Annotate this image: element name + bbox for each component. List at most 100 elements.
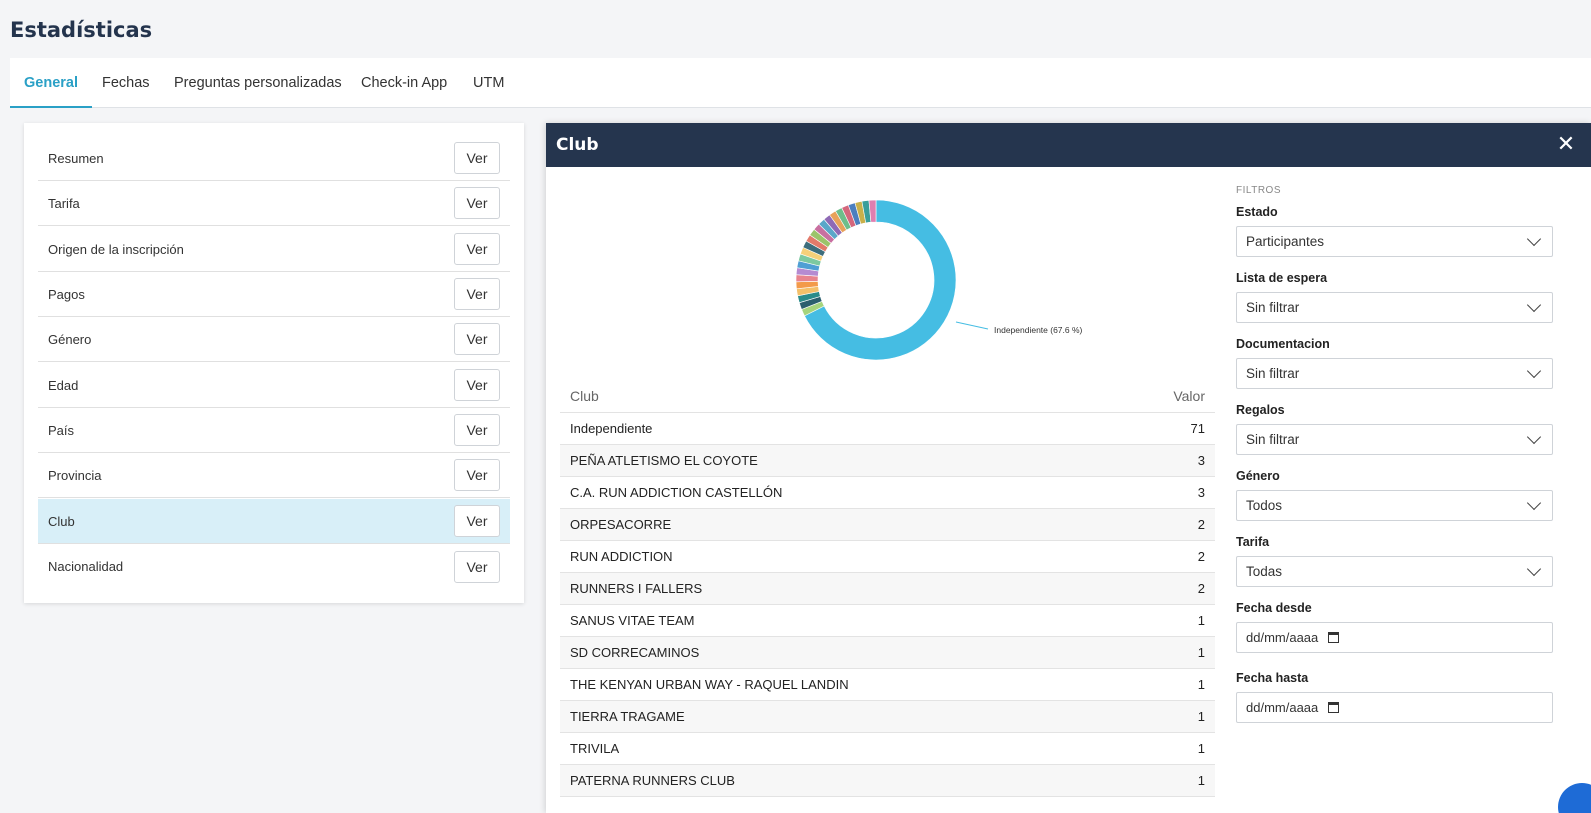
table-row: PEÑA ATLETISMO EL COYOTE 3: [560, 445, 1215, 477]
cell-club: TRIVILA: [570, 741, 620, 756]
documentacion-select[interactable]: Sin filtrar: [1236, 358, 1553, 389]
modal-header: Club ✕: [546, 123, 1591, 167]
table-header: Club Valor: [560, 379, 1215, 413]
ver-button[interactable]: Ver: [454, 550, 500, 583]
list-item: Provincia Ver: [38, 453, 510, 498]
donut-slice: [868, 199, 877, 223]
list-item-label: Club: [48, 513, 75, 529]
table-row: ORPESACORRE 2: [560, 509, 1215, 541]
tab-preguntas-personalizadas[interactable]: Preguntas personalizadas: [174, 75, 342, 91]
cell-value: 2: [1197, 549, 1205, 564]
list-item-label: Nacionalidad: [48, 559, 124, 574]
chevron-down-icon: [1526, 297, 1542, 313]
page-title: Estadísticas: [10, 18, 153, 42]
filters-title: FILTROS: [1236, 185, 1281, 196]
fecha-desde-input[interactable]: dd/mm/aaaa: [1236, 622, 1553, 653]
tab-check-in-app[interactable]: Check-in App: [361, 75, 448, 91]
filter-label: Regalos: [1236, 403, 1285, 417]
select-value: Sin filtrar: [1246, 366, 1300, 381]
cell-value: 1: [1197, 677, 1205, 692]
ver-button[interactable]: Ver: [454, 278, 500, 310]
cell-club: RUN ADDICTION: [570, 549, 673, 564]
list-item: Edad Ver: [38, 363, 510, 408]
cell-club: PATERNA RUNNERS CLUB: [570, 773, 735, 788]
cell-club: PEÑA ATLETISMO EL COYOTE: [570, 453, 758, 468]
select-value: Todos: [1246, 498, 1283, 513]
filter-tarifa: Tarifa Todas: [1236, 535, 1553, 601]
ver-button[interactable]: Ver: [454, 323, 500, 355]
tab-utm[interactable]: UTM: [473, 75, 505, 91]
list-item: Pagos Ver: [38, 272, 510, 317]
cell-value: 71: [1190, 421, 1205, 436]
select-value: Participantes: [1246, 234, 1325, 249]
modal-title: Club: [556, 135, 599, 155]
filter-documentacion: Documentacion Sin filtrar: [1236, 337, 1553, 403]
filter-label: Tarifa: [1236, 535, 1270, 549]
list-item-label: Pagos: [48, 286, 85, 302]
tarifa-select[interactable]: Todas: [1236, 556, 1553, 587]
table-row: RUNNERS I FALLERS 2: [560, 573, 1215, 605]
estado-select[interactable]: Participantes: [1236, 226, 1553, 257]
chevron-down-icon: [1526, 495, 1542, 511]
filter-label: Lista de espera: [1236, 271, 1328, 285]
list-item-label: Género: [48, 331, 92, 347]
donut-chart: Independiente (67.6 %): [795, 193, 1126, 373]
ver-button[interactable]: Ver: [454, 505, 500, 537]
filter-label: Fecha hasta: [1236, 671, 1309, 685]
date-placeholder: dd/mm/aaaa: [1246, 630, 1319, 645]
cell-club: Independiente: [570, 421, 653, 436]
list-item: Resumen Ver: [38, 136, 510, 181]
donut-slice-independiente: [804, 199, 957, 361]
list-item: Género Ver: [38, 317, 510, 362]
filter-regalos: Regalos Sin filtrar: [1236, 403, 1553, 469]
list-item-label: País: [48, 422, 75, 438]
table-row: THE KENYAN URBAN WAY - RAQUEL LANDIN 1: [560, 669, 1215, 701]
chevron-down-icon: [1526, 231, 1542, 247]
table-row: SD CORRECAMINOS 1: [560, 637, 1215, 669]
tab-fechas[interactable]: Fechas: [102, 75, 150, 91]
list-item-label: Tarifa: [48, 195, 80, 211]
table-row: TRIVILA 1: [560, 733, 1215, 765]
ver-button[interactable]: Ver: [454, 233, 500, 265]
ver-button[interactable]: Ver: [454, 142, 500, 174]
cell-value: 1: [1197, 773, 1205, 788]
cell-value: 3: [1197, 485, 1205, 500]
list-item-label: Provincia: [48, 467, 102, 483]
date-placeholder: dd/mm/aaaa: [1246, 700, 1319, 715]
table-row: SANUS VITAE TEAM 1: [560, 605, 1215, 637]
regalos-select[interactable]: Sin filtrar: [1236, 424, 1553, 455]
cell-value: 1: [1197, 645, 1205, 660]
filter-estado: Estado Participantes: [1236, 205, 1553, 271]
select-value: Todas: [1246, 564, 1283, 579]
club-modal: Club ✕ Independiente (67.6 %) Club Valor…: [546, 123, 1591, 813]
cell-value: 1: [1197, 613, 1205, 628]
ver-button[interactable]: Ver: [454, 187, 500, 219]
lista-espera-select[interactable]: Sin filtrar: [1236, 292, 1553, 323]
donut-chart-svg: Independiente (67.6 %): [795, 199, 1083, 361]
chart-data-label: Independiente (67.6 %): [994, 325, 1083, 335]
cell-club: SANUS VITAE TEAM: [570, 613, 695, 628]
fecha-hasta-input[interactable]: dd/mm/aaaa: [1236, 692, 1553, 723]
ver-button[interactable]: Ver: [454, 414, 500, 446]
filter-fecha-desde: Fecha desde dd/mm/aaaa: [1236, 601, 1553, 671]
ver-button[interactable]: Ver: [454, 369, 500, 401]
calendar-icon[interactable]: [1328, 632, 1340, 643]
close-icon[interactable]: ✕: [1556, 131, 1576, 156]
cell-club: TIERRA TRAGAME: [570, 709, 685, 724]
ver-button[interactable]: Ver: [454, 459, 500, 491]
table-row: C.A. RUN ADDICTION CASTELLÓN 3: [560, 477, 1215, 509]
calendar-icon[interactable]: [1328, 702, 1340, 713]
cell-value: 1: [1197, 709, 1205, 724]
cell-value: 3: [1197, 453, 1205, 468]
cell-value: 2: [1197, 517, 1205, 532]
tab-general[interactable]: General: [10, 58, 92, 108]
genero-select[interactable]: Todos: [1236, 490, 1553, 521]
filters-panel: FILTROS Estado Participantes Lista de es…: [1236, 185, 1553, 737]
table-row: PATERNA RUNNERS CLUB 1: [560, 765, 1215, 797]
column-header-club: Club: [570, 387, 599, 404]
cell-value: 2: [1197, 581, 1205, 596]
select-value: Sin filtrar: [1246, 432, 1300, 447]
chevron-down-icon: [1526, 363, 1542, 379]
cell-club: ORPESACORRE: [570, 517, 672, 532]
list-item: Tarifa Ver: [38, 181, 510, 226]
